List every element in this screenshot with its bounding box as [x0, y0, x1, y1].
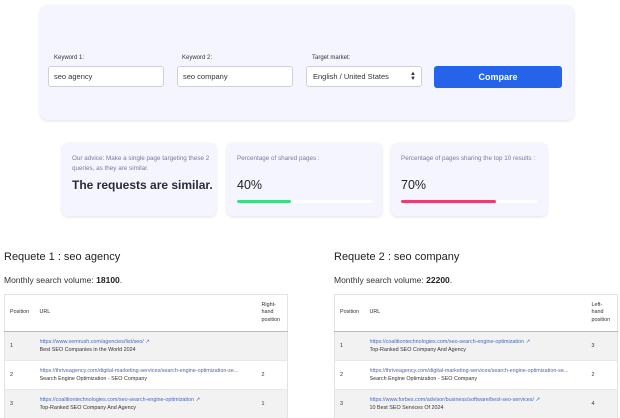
request1-volume-value: 18100: [96, 275, 120, 285]
advice-card: Our advice: Make a single page targeting…: [62, 143, 216, 216]
position-cell: 3: [334, 389, 365, 418]
url-cell: https://thriveagency.com/digital-marketi…: [364, 360, 587, 390]
url-cell: https://www.forbes.com/advisor/business/…: [364, 389, 587, 418]
other-position-cell: 2: [586, 360, 618, 390]
request1-results-table: Position URL Right-hand position 1 https…: [4, 294, 288, 418]
column-header-url: URL: [364, 294, 587, 332]
compare-button[interactable]: Compare: [434, 66, 562, 88]
result-link[interactable]: https://coalitiontechnologies.com/seo-se…: [369, 339, 531, 345]
url-cell: https://www.semrush.com/agencies/list/se…: [34, 331, 257, 361]
url-cell: https://thriveagency.com/digital-marketi…: [34, 360, 257, 390]
other-position-cell: 4: [586, 389, 618, 418]
request1-title: Requete 1 : seo agency: [4, 251, 121, 263]
request2-title: Requete 2 : seo company: [334, 251, 460, 263]
table-row: 2 https://thriveagency.com/digital-marke…: [4, 360, 288, 390]
url-cell: https://coalitiontechnologies.com/seo-se…: [34, 389, 257, 418]
position-cell: 1: [334, 331, 365, 361]
external-link-icon: ↗: [535, 397, 541, 403]
result-link[interactable]: https://thriveagency.com/digital-marketi…: [369, 368, 569, 374]
other-position-cell: 1: [256, 389, 288, 418]
table-row: 3 https://coalitiontechnologies.com/seo-…: [4, 389, 288, 418]
url-cell: https://coalitiontechnologies.com/seo-se…: [364, 331, 587, 361]
request2-volume-value: 22200: [426, 275, 450, 285]
other-position-cell: [256, 331, 288, 361]
page-title: Best SEO Companies in the World 2024: [39, 347, 136, 353]
page-title: Top-Ranked SEO Company And Agency: [369, 347, 467, 353]
shared-pages-progress-fill: [237, 200, 291, 203]
top10-pages-card: Percentage of pages sharing the top 10 r…: [391, 143, 547, 216]
request1-volume: Monthly search volume: 18100.: [4, 275, 123, 285]
request2-volume: Monthly search volume: 22200.: [334, 275, 453, 285]
keyword2-input[interactable]: [177, 66, 293, 87]
chevron-updown-icon: ▲ ▼: [410, 71, 416, 82]
position-cell: 3: [4, 389, 35, 418]
page-title: Search Engine Optimization - SEO Company: [39, 376, 148, 382]
other-position-cell: 3: [586, 331, 618, 361]
keyword1-label: Keyword 1:: [54, 55, 85, 61]
result-link[interactable]: https://coalitiontechnologies.com/seo-se…: [39, 397, 201, 403]
target-market-value: English / United States: [313, 72, 389, 81]
keyword2-label: Keyword 2:: [182, 55, 213, 61]
table-row: 3 https://www.forbes.com/advisor/busines…: [334, 389, 618, 418]
result-link[interactable]: https://www.semrush.com/agencies/list/se…: [39, 339, 150, 345]
target-market-select[interactable]: English / United States ▲ ▼: [306, 66, 422, 87]
external-link-icon: ↗: [525, 339, 531, 345]
top10-pages-label: Percentage of pages sharing the top 10 r…: [401, 155, 536, 162]
target-market-label: Target market:: [312, 55, 351, 61]
external-link-icon: ↗: [195, 397, 201, 403]
page-title: Top-Ranked SEO Company And Agency: [39, 405, 137, 411]
keyword-form: Keyword 1: Keyword 2: Target market: Eng…: [40, 5, 574, 120]
keyword1-input[interactable]: [48, 66, 164, 87]
top10-pages-progress: [401, 200, 537, 203]
shared-pages-label: Percentage of shared pages :: [237, 155, 320, 162]
external-link-icon: ↗: [145, 339, 150, 345]
table-row: 1 https://www.semrush.com/agencies/list/…: [4, 331, 288, 361]
column-header-other-position: Right-hand position: [256, 294, 288, 332]
shared-pages-value: 40%: [237, 178, 263, 192]
table-row: 1 https://coalitiontechnologies.com/seo-…: [334, 331, 618, 361]
column-header-other-position: Left-hand position: [586, 294, 618, 332]
request2-volume-label: Monthly search volume:: [334, 275, 424, 285]
page-title: 10 Best SEO Services Of 2024: [369, 405, 444, 411]
top10-pages-value: 70%: [401, 178, 427, 192]
column-header-url: URL: [34, 294, 257, 332]
shared-pages-card: Percentage of shared pages : 40%: [227, 143, 382, 216]
column-header-position: Position: [334, 294, 365, 332]
shared-pages-progress: [237, 200, 372, 203]
top10-pages-progress-fill: [401, 200, 497, 203]
result-link[interactable]: https://www.forbes.com/advisor/business/…: [369, 397, 541, 403]
column-header-position: Position: [4, 294, 35, 332]
page-title: Search Engine Optimization - SEO Company: [369, 376, 478, 382]
position-cell: 2: [4, 360, 35, 390]
table-header-row: Position URL Right-hand position: [4, 294, 288, 332]
request1-volume-label: Monthly search volume:: [4, 275, 94, 285]
advice-verdict: The requests are similar.: [72, 178, 213, 192]
position-cell: 1: [4, 331, 35, 361]
table-row: 2 https://thriveagency.com/digital-marke…: [334, 360, 618, 390]
table-header-row: Position URL Left-hand position: [334, 294, 618, 332]
position-cell: 2: [334, 360, 365, 390]
result-link[interactable]: https://thriveagency.com/digital-marketi…: [39, 368, 239, 374]
request2-results-table: Position URL Left-hand position 1 https:…: [334, 294, 618, 418]
other-position-cell: 2: [256, 360, 288, 390]
advice-text: Our advice: Make a single page targeting…: [72, 155, 210, 172]
